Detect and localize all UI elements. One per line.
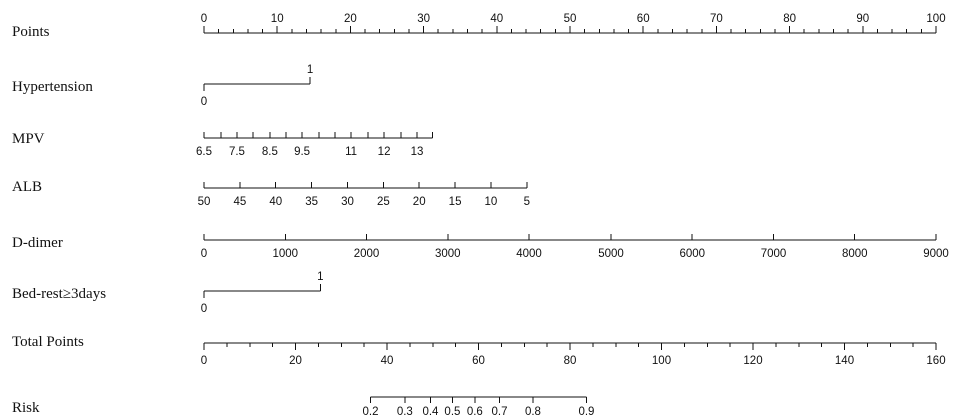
- risk-tick-label: 0.5: [444, 406, 460, 418]
- total-points-tick-label: 20: [289, 355, 302, 367]
- d-dimer-tick-label: 3000: [435, 248, 461, 260]
- d-dimer-tick-label: 2000: [354, 248, 380, 260]
- row-label-total-points: Total Points: [12, 334, 84, 350]
- d-dimer-tick-label: 8000: [842, 248, 868, 260]
- points-tick-label: 80: [783, 13, 796, 25]
- total-points-tick-label: 120: [743, 355, 762, 367]
- points-tick-label: 70: [710, 13, 723, 25]
- total-points-tick-label: 80: [564, 355, 577, 367]
- alb-tick-label: 5: [524, 196, 530, 208]
- mpv-tick-label: 7.5: [229, 146, 245, 158]
- total-points-tick-label: 40: [381, 355, 394, 367]
- alb-tick-label: 20: [413, 196, 426, 208]
- hypertension-tick-label: 1: [307, 64, 313, 76]
- points-tick-label: 30: [417, 13, 430, 25]
- points-tick-label: 90: [856, 13, 869, 25]
- risk-tick-label: 0.6: [467, 406, 483, 418]
- total-points-tick-label: 60: [472, 355, 485, 367]
- mpv-tick-label: 13: [411, 146, 424, 158]
- d-dimer-tick-label: 0: [201, 248, 207, 260]
- bed-rest-3days-tick-label: 0: [201, 303, 207, 315]
- alb-tick-label: 50: [198, 196, 211, 208]
- points-tick-label: 20: [344, 13, 357, 25]
- d-dimer-tick-label: 4000: [516, 248, 542, 260]
- row-label-d-dimer: D-dimer: [12, 235, 63, 251]
- points-tick-label: 0: [201, 13, 207, 25]
- row-label-risk: Risk: [12, 400, 40, 416]
- total-points-tick-label: 0: [201, 355, 207, 367]
- alb-tick-label: 10: [485, 196, 498, 208]
- risk-tick-label: 0.2: [363, 406, 379, 418]
- hypertension-tick-label: 0: [201, 96, 207, 108]
- row-label-alb: ALB: [12, 179, 42, 195]
- mpv-tick-label: 6.5: [196, 146, 212, 158]
- alb-tick-label: 15: [449, 196, 462, 208]
- alb-tick-label: 35: [305, 196, 318, 208]
- d-dimer-tick-label: 6000: [679, 248, 705, 260]
- total-points-tick-label: 160: [926, 355, 945, 367]
- total-points-tick-label: 100: [652, 355, 671, 367]
- points-tick-label: 50: [564, 13, 577, 25]
- risk-tick-label: 0.4: [422, 406, 439, 418]
- alb-tick-label: 30: [341, 196, 354, 208]
- risk-tick-label: 0.3: [397, 406, 413, 418]
- mpv-tick-label: 9.5: [294, 146, 310, 158]
- d-dimer-tick-label: 9000: [923, 248, 949, 260]
- d-dimer-tick-label: 5000: [598, 248, 624, 260]
- row-label-hypertension: Hypertension: [12, 79, 93, 95]
- alb-tick-label: 25: [377, 196, 390, 208]
- bed-rest-3days-tick-label: 1: [317, 271, 323, 283]
- mpv-tick-label: 8.5: [262, 146, 278, 158]
- points-tick-label: 40: [490, 13, 503, 25]
- row-label-mpv: MPV: [12, 131, 45, 147]
- points-tick-label: 60: [637, 13, 650, 25]
- alb-tick-label: 45: [233, 196, 246, 208]
- risk-tick-label: 0.9: [578, 406, 594, 418]
- risk-tick-label: 0.8: [525, 406, 541, 418]
- row-label-points: Points: [12, 24, 50, 40]
- total-points-tick-label: 140: [835, 355, 854, 367]
- alb-tick-label: 40: [269, 196, 282, 208]
- row-label-bed-rest-3days: Bed-rest≥3days: [12, 286, 106, 302]
- d-dimer-tick-label: 7000: [761, 248, 787, 260]
- points-tick-label: 100: [926, 13, 945, 25]
- points-tick-label: 10: [271, 13, 284, 25]
- mpv-tick-label: 11: [345, 146, 357, 158]
- risk-tick-label: 0.7: [492, 406, 508, 418]
- mpv-tick-label: 12: [378, 146, 391, 158]
- d-dimer-tick-label: 1000: [272, 248, 298, 260]
